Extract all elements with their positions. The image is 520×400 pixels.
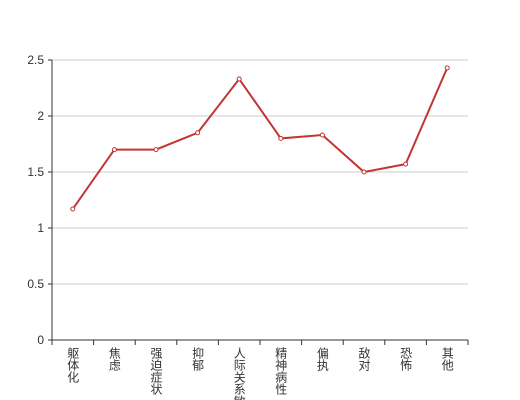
line (71, 67, 449, 210)
y-tick-label: 0.5 (27, 277, 44, 291)
x-tick-label: 抑郁 (191, 346, 205, 372)
x-tick-label: 偏执 (315, 346, 329, 372)
point (403, 161, 409, 167)
point (319, 132, 325, 138)
point (236, 76, 242, 82)
point (361, 169, 367, 175)
x-tick-label: 焦虑 (107, 347, 121, 371)
point (111, 147, 117, 153)
y-tick-label: 2.5 (27, 53, 44, 67)
point (195, 130, 201, 136)
x-tick-label: 敌对 (357, 346, 371, 371)
y-tick-label: 1.5 (27, 165, 44, 179)
x-tick-label: 精神病性 (274, 347, 288, 396)
y-tick-label: 0 (37, 333, 44, 347)
x-tick-label: 躯体化 (66, 346, 80, 384)
x-tick-label: 人际关系敏感 (232, 347, 246, 400)
point (153, 147, 159, 153)
y-tick-label: 1 (37, 221, 44, 235)
x-tick-label: 强迫症状 (149, 347, 163, 395)
x-tick-label: 恐怖 (399, 347, 413, 371)
y-tick-label: 2 (37, 109, 44, 123)
point (444, 65, 450, 71)
x-tick-label: 其他 (440, 347, 454, 371)
point (70, 206, 76, 212)
point (278, 135, 284, 141)
